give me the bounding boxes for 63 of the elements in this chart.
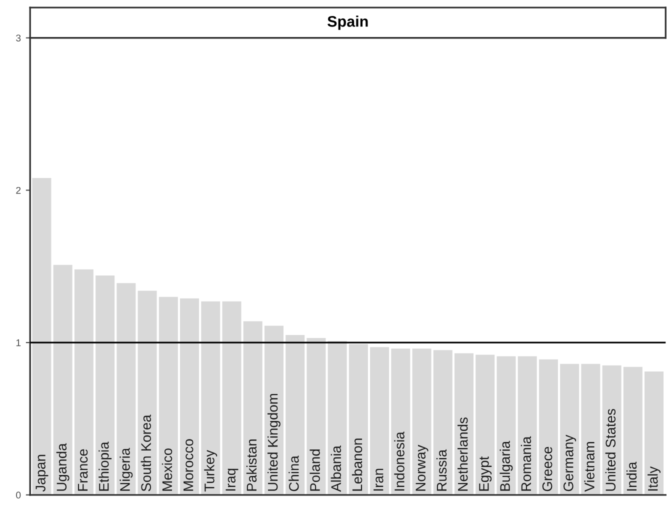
bar [222, 301, 242, 495]
x-tick-label: Romania [520, 436, 532, 491]
bar [644, 372, 664, 495]
x-tick-label: Ethiopia [98, 442, 112, 491]
bar [370, 347, 390, 495]
bar [138, 290, 157, 495]
bar [32, 178, 52, 495]
y-tick-label: 2 [16, 186, 21, 194]
x-tick-label: Iran [374, 468, 384, 491]
y-tick-label: 1 [16, 339, 21, 346]
x-tick-label: Germany [563, 434, 576, 492]
bar [560, 364, 580, 495]
x-tick-label: Egypt [479, 456, 492, 491]
x-tick-label: Mexico [162, 448, 172, 491]
bar [306, 338, 326, 495]
x-tick-label: India [626, 462, 637, 491]
x-tick-label: Poland [310, 450, 320, 491]
bar [476, 354, 495, 495]
x-tick-label: Morocco [184, 439, 194, 491]
bar [243, 321, 262, 495]
bar [286, 334, 305, 495]
bar [496, 356, 516, 495]
x-tick-label: Russia [436, 449, 447, 491]
bar [518, 356, 537, 495]
x-tick-label: South Korea [140, 414, 152, 492]
x-tick-label: Pakistan [246, 439, 257, 491]
bar [201, 301, 220, 495]
x-tick-label: United States [605, 408, 616, 491]
x-tick-label: Lebanon [352, 438, 362, 491]
x-tick-label: France [78, 449, 88, 491]
bar [53, 264, 72, 495]
x-tick-label: Uganda [56, 443, 70, 491]
x-tick-label: Norway [416, 444, 428, 491]
bar [348, 344, 368, 495]
x-tick-label: Vietnam [584, 442, 594, 492]
y-tick-label: 0 [16, 492, 21, 499]
chart-title: Spain [328, 16, 368, 30]
bar [538, 359, 558, 495]
x-tick-label: Greece [542, 446, 552, 492]
bar [180, 298, 200, 495]
bar [96, 276, 115, 495]
x-tick-label: Japan [36, 454, 48, 492]
x-tick-label: Albania [330, 446, 342, 492]
bar [412, 348, 432, 495]
x-tick-label: Italy [648, 466, 661, 491]
bar [158, 296, 178, 495]
bar [328, 341, 347, 495]
bar [116, 283, 136, 495]
bar [74, 269, 94, 495]
x-tick-label: United Kingdom [268, 394, 280, 491]
x-tick-label: Iraq [226, 468, 238, 491]
x-tick-label: Turkey [204, 450, 218, 492]
bar [433, 350, 452, 495]
x-tick-label: Nigeria [120, 448, 133, 491]
x-tick-label: Indonesia [394, 432, 404, 491]
bar [623, 366, 642, 495]
y-tick-label: 3 [16, 34, 21, 42]
bar [581, 364, 600, 495]
bar [391, 348, 410, 495]
x-tick-label: Bulgaria [500, 440, 513, 491]
bar [454, 353, 474, 495]
x-tick-label: China [288, 456, 299, 492]
x-tick-label: Netherlands [458, 417, 468, 491]
